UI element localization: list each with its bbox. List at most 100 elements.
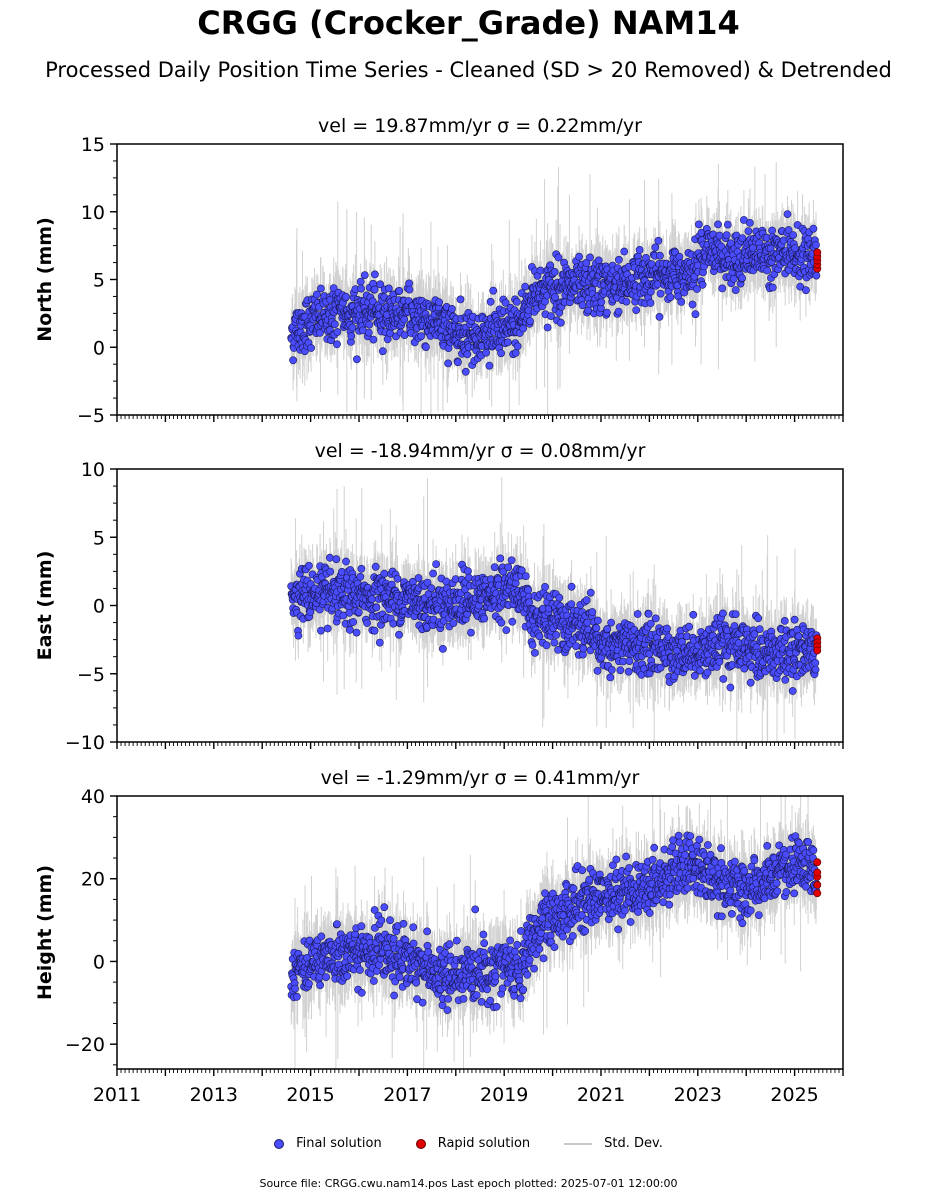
final-point [369, 977, 378, 985]
chart-subtitle: Processed Daily Position Time Series - C… [45, 58, 892, 82]
final-point [579, 644, 588, 653]
final-point [706, 850, 715, 859]
final-point [459, 995, 468, 1003]
final-point [322, 973, 330, 981]
final-point [503, 338, 512, 347]
final-point [620, 247, 629, 256]
final-point [423, 578, 432, 587]
final-point [531, 649, 539, 657]
x-tick-label: 2013 [190, 1084, 238, 1106]
final-point [728, 910, 736, 918]
final-point [435, 298, 443, 307]
final-point [780, 617, 789, 625]
final-point [729, 274, 738, 283]
final-point [594, 616, 602, 625]
final-point [624, 667, 633, 676]
x-tick-label: 2023 [674, 1084, 722, 1106]
final-point [648, 855, 657, 864]
final-point [698, 280, 707, 289]
final-point [486, 996, 495, 1005]
final-point [802, 882, 810, 891]
rapid-point [813, 889, 822, 898]
final-point [409, 939, 418, 948]
final-point [554, 253, 563, 262]
final-point [368, 297, 377, 306]
final-point [482, 348, 490, 357]
final-point [345, 626, 354, 634]
y-tick-label: 20 [81, 869, 105, 891]
final-point [665, 900, 674, 909]
final-point [768, 226, 776, 235]
y-tick-label: −5 [77, 405, 105, 427]
final-point [464, 567, 472, 575]
final-point [802, 286, 810, 295]
final-point [492, 1002, 501, 1011]
final-point [626, 918, 635, 926]
final-point [685, 622, 693, 631]
final-point [569, 884, 578, 893]
final-point [666, 293, 675, 302]
final-point [380, 903, 389, 912]
final-point [307, 344, 315, 352]
final-point [746, 218, 754, 227]
final-point [357, 988, 366, 997]
final-point [541, 889, 549, 898]
y-axis-label: East (mm) [34, 551, 56, 661]
final-point [372, 603, 381, 612]
final-point [722, 231, 731, 239]
final-point [354, 608, 363, 616]
final-point [783, 210, 792, 218]
final-point [370, 285, 379, 294]
final-point [378, 347, 387, 356]
final-point [485, 361, 494, 370]
final-point [646, 287, 655, 296]
final-point [746, 906, 755, 915]
final-point [683, 884, 692, 892]
final-point [371, 562, 380, 571]
y-tick-label: 0 [93, 596, 105, 618]
final-point [675, 838, 684, 847]
final-point [790, 889, 799, 898]
final-point [370, 270, 379, 279]
final-point [377, 916, 386, 925]
final-point [370, 626, 379, 635]
final-point [490, 563, 499, 572]
final-point [501, 298, 510, 307]
final-point [572, 642, 580, 650]
rapid-solution-points [813, 248, 822, 273]
final-point [646, 299, 655, 307]
final-point [471, 905, 480, 914]
panel-title: vel = 19.87mm/yr σ = 0.22mm/yr [318, 115, 642, 137]
final-point [763, 266, 772, 275]
final-point [606, 673, 615, 682]
final-point [666, 890, 674, 899]
final-point [625, 657, 634, 665]
final-point [616, 666, 625, 675]
final-point [552, 631, 561, 639]
final-point [714, 220, 722, 229]
legend-label-sd: Std. Dev. [604, 1136, 663, 1151]
final-point [316, 981, 324, 990]
final-point [386, 916, 394, 925]
final-point [559, 932, 567, 941]
final-point [304, 561, 313, 570]
final-point [625, 864, 633, 872]
final-point [651, 614, 660, 623]
final-point [656, 289, 665, 298]
final-point [445, 940, 454, 949]
y-tick-label: 40 [81, 786, 105, 808]
final-point [364, 328, 373, 337]
x-tick-label: 2011 [93, 1084, 141, 1106]
final-point [654, 236, 663, 245]
x-tick-label: 2019 [480, 1084, 528, 1106]
final-point [507, 556, 516, 565]
final-point [719, 675, 728, 683]
final-point [804, 838, 812, 846]
final-point [523, 970, 532, 979]
final-point [464, 573, 473, 582]
final-point [812, 241, 820, 249]
y-tick-label: −10 [65, 732, 105, 754]
final-point [543, 323, 552, 332]
final-point [498, 984, 507, 993]
final-point [773, 887, 782, 896]
